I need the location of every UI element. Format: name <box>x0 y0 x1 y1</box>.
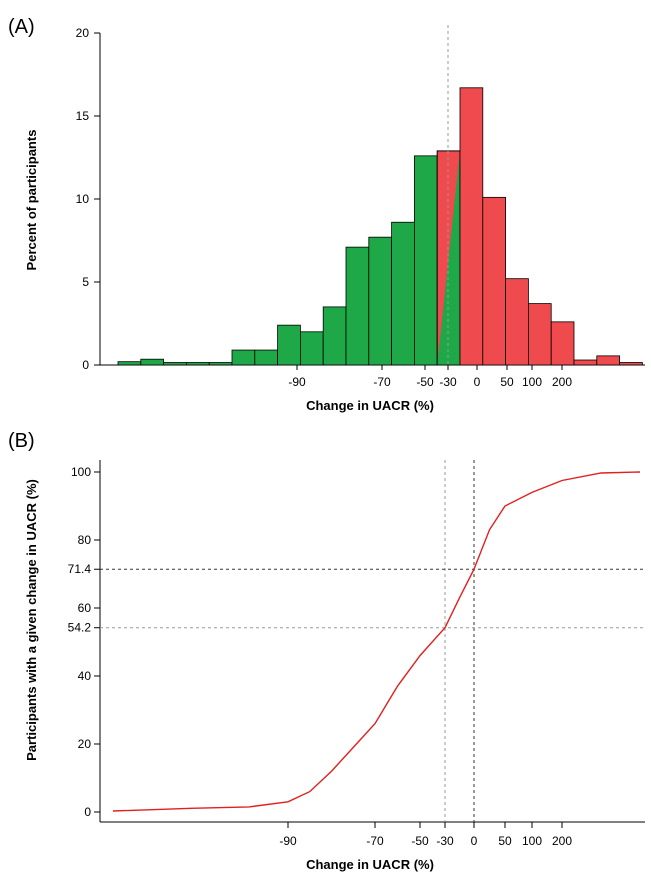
panel-a-histogram: (A) 0 5 10 15 20 -90 -70 -50 -30 0 50 100 200 Chang… <box>8 16 645 413</box>
y-tick-label: 100 <box>71 465 91 479</box>
x-tick-label: -30 <box>439 375 457 389</box>
histogram-bar <box>528 303 552 366</box>
x-tick-label: -50 <box>416 375 434 389</box>
histogram-bar <box>482 196 506 366</box>
y-tick-label: 20 <box>78 737 92 751</box>
histogram-bar <box>345 246 370 366</box>
panel-a-x-axis-title: Change in UACR (%) <box>306 398 434 413</box>
histogram-bar <box>117 361 142 366</box>
x-tick-label: 0 <box>474 375 481 389</box>
histogram-bar <box>322 306 347 366</box>
x-tick-label: -90 <box>279 834 297 848</box>
x-tick-label: -50 <box>411 834 429 848</box>
y-tick-label: 60 <box>78 601 92 615</box>
histogram-bar <box>550 321 575 366</box>
histogram-bar <box>185 362 210 366</box>
x-tick-label: -70 <box>373 375 391 389</box>
y-tick-label: 71.4 <box>68 562 92 576</box>
histogram-bar <box>596 355 620 366</box>
y-tick-label: 54.2 <box>68 621 92 635</box>
panel-b-x-ticks: -90 -70 -50 -30 0 50 100 200 <box>279 822 572 848</box>
x-tick-label: -90 <box>288 375 306 389</box>
panel-a-bars <box>117 87 643 366</box>
histogram-bar <box>254 349 279 366</box>
x-tick-label: 100 <box>522 834 542 848</box>
x-tick-label: 50 <box>498 834 512 848</box>
histogram-bar <box>299 331 324 366</box>
y-tick-label: 15 <box>76 109 90 123</box>
panel-b-reference-lines <box>100 460 645 822</box>
x-tick-label: -30 <box>436 834 454 848</box>
y-tick-label: 0 <box>82 358 89 372</box>
histogram-bar <box>391 221 415 366</box>
x-tick-label: 50 <box>500 375 514 389</box>
x-tick-label: 0 <box>471 834 478 848</box>
y-tick-label: 0 <box>84 805 91 819</box>
histogram-bar <box>505 278 529 366</box>
x-tick-label: 200 <box>552 834 572 848</box>
histogram-bar <box>573 359 598 366</box>
histogram-bar <box>459 87 484 366</box>
y-tick-label: 40 <box>78 669 92 683</box>
histogram-bar <box>277 324 301 366</box>
x-tick-label: -70 <box>366 834 384 848</box>
panel-b-cumulative-curve <box>112 471 641 812</box>
histogram-bar <box>208 362 233 366</box>
histogram-bar <box>231 349 256 366</box>
panel-b-cumulative: (B) 0 20 40 54.2 60 71.4 80 100 -90 -70 -50 -30 0 50… <box>8 430 645 872</box>
histogram-bar <box>163 362 187 366</box>
panel-a-y-ticks: 0 5 10 15 20 <box>76 26 100 372</box>
histogram-bar <box>368 236 392 366</box>
y-tick-label: 20 <box>76 26 90 40</box>
panel-b-label: (B) <box>8 430 35 452</box>
histogram-bar <box>413 155 438 366</box>
panel-b-x-axis-title: Change in UACR (%) <box>306 857 434 872</box>
y-tick-label: 5 <box>82 275 89 289</box>
x-tick-label: 100 <box>522 375 542 389</box>
histogram-bar <box>140 358 165 366</box>
x-tick-label: 200 <box>552 375 572 389</box>
y-tick-label: 80 <box>78 533 92 547</box>
panel-a-x-ticks: -90 -70 -50 -30 0 50 100 200 <box>288 365 572 389</box>
histogram-bar <box>619 362 643 366</box>
panel-b-y-ticks: 0 20 40 54.2 60 71.4 80 100 <box>68 465 100 819</box>
panel-a-label: (A) <box>8 16 35 38</box>
panel-a-y-axis-title: Percent of participants <box>24 130 39 271</box>
panel-b-y-axis-title: Participants with a given change in UACR… <box>24 479 39 761</box>
histogram-bar-split-fill <box>437 150 460 365</box>
y-tick-label: 10 <box>76 192 90 206</box>
